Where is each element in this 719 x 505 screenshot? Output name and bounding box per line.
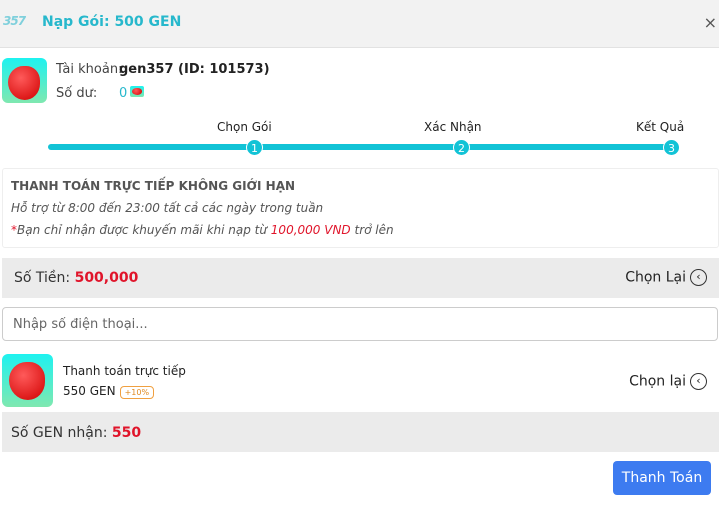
step-dot: 2: [453, 139, 470, 156]
chevron-left-icon: ‹: [690, 269, 707, 286]
gen-icon: [130, 86, 144, 97]
info-title: THANH TOÁN TRỰC TIẾP KHÔNG GIỚI HẠN: [11, 179, 296, 193]
received-bar: [2, 412, 719, 452]
amount-row: Số Tiền: 500,000: [14, 270, 138, 286]
dialog-title: Nạp Gói: 500 GEN: [42, 14, 182, 30]
step-label: Chọn Gói: [217, 120, 272, 134]
dialog-header: [0, 0, 719, 48]
balance-label: Số dư:: [56, 86, 98, 101]
chevron-left-icon: ‹: [690, 373, 707, 390]
note-amount: 100,000 VND: [270, 223, 351, 237]
progress-track: [48, 144, 673, 150]
close-icon[interactable]: ×: [703, 13, 717, 32]
avatar: [2, 58, 47, 103]
received-row: Số GEN nhận: 550: [11, 425, 141, 441]
received-label: Số GEN nhận:: [11, 425, 112, 441]
amount-label: Số Tiền:: [14, 270, 75, 286]
info-note: *Bạn chỉ nhận được khuyến mãi khi nạp từ…: [11, 223, 394, 237]
step-label: Kết Quả: [636, 120, 685, 134]
info-hours: Hỗ trợ từ 8:00 đến 23:00 tất cả các ngày…: [11, 201, 324, 215]
package-image: [2, 354, 53, 407]
reselect-label: Chọn lại: [629, 373, 686, 390]
account-label: Tài khoản:: [56, 62, 123, 77]
gen-amount: 550 GEN: [63, 384, 116, 398]
reselect-amount-button[interactable]: Chọn Lại ‹: [625, 269, 707, 286]
package-gen: 550 GEN +10%: [63, 384, 155, 399]
asterisk: *: [11, 223, 17, 237]
reselect-label: Chọn Lại: [625, 269, 686, 286]
reselect-package-button[interactable]: Chọn lại ‹: [629, 373, 707, 390]
note-suffix: trở lên: [350, 223, 394, 237]
phone-input[interactable]: [2, 307, 718, 341]
amount-value: 500,000: [74, 270, 139, 286]
step-label: Xác Nhận: [424, 120, 482, 134]
note-text: Bạn chỉ nhận được khuyến mãi khi nạp từ: [17, 223, 271, 237]
logo: 357: [3, 14, 26, 28]
step-dot: 3: [663, 139, 680, 156]
received-value: 550: [111, 425, 142, 441]
amount-bar: [2, 258, 719, 298]
package-name: Thanh toán trực tiếp: [63, 364, 186, 378]
bonus-badge: +10%: [119, 386, 155, 399]
balance-value: 0: [119, 86, 128, 101]
account-value: gen357 (ID: 101573): [119, 62, 270, 77]
step-dot: 1: [246, 139, 263, 156]
pay-button[interactable]: Thanh Toán: [613, 461, 711, 495]
